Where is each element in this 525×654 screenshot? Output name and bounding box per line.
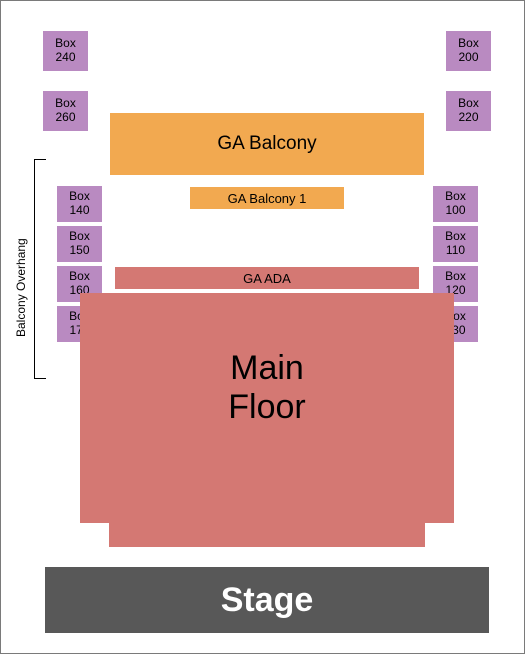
box-label: Box — [445, 270, 466, 284]
stage: Stage — [45, 567, 489, 633]
box-220[interactable]: Box 220 — [446, 91, 491, 131]
ga-ada[interactable]: GA ADA — [115, 267, 419, 289]
box-number: 200 — [458, 51, 478, 65]
box-150[interactable]: Box 150 — [57, 226, 102, 262]
main-floor-label-line1: Main — [80, 349, 454, 388]
box-label: Box — [69, 270, 90, 284]
box-number: 110 — [446, 244, 465, 258]
box-110[interactable]: Box 110 — [433, 226, 478, 262]
box-label: Box — [55, 37, 76, 51]
box-140[interactable]: Box 140 — [57, 186, 102, 222]
section-label: GA ADA — [243, 271, 291, 286]
box-label: Box — [69, 230, 90, 244]
box-number: 240 — [55, 51, 75, 65]
main-floor-extension[interactable] — [109, 523, 425, 547]
box-number: 220 — [458, 111, 478, 125]
section-label: Main Floor — [80, 349, 454, 427]
box-number: 260 — [55, 111, 75, 125]
ga-balcony-1[interactable]: GA Balcony 1 — [190, 187, 344, 209]
box-label: Box — [55, 97, 76, 111]
balcony-overhang-bracket — [34, 159, 46, 379]
box-label: Box — [445, 190, 466, 204]
balcony-overhang-label: Balcony Overhang — [14, 201, 28, 337]
ga-balcony[interactable]: GA Balcony — [110, 113, 424, 175]
box-label: Box — [458, 97, 479, 111]
box-number: 150 — [69, 244, 89, 258]
box-number: 140 — [69, 204, 89, 218]
box-260[interactable]: Box 260 — [43, 91, 88, 131]
box-label: Box — [69, 190, 90, 204]
main-floor[interactable]: Main Floor — [80, 293, 454, 523]
seating-chart: Box 240 Box 260 Box 200 Box 220 GA Balco… — [0, 0, 525, 654]
box-240[interactable]: Box 240 — [43, 31, 88, 71]
section-label: GA Balcony 1 — [228, 191, 307, 206]
box-100[interactable]: Box 100 — [433, 186, 478, 222]
section-label: GA Balcony — [217, 133, 316, 155]
box-label: Box — [458, 37, 479, 51]
main-floor-label-line2: Floor — [80, 388, 454, 427]
box-label: Box — [445, 230, 466, 244]
stage-label: Stage — [221, 581, 314, 620]
box-number: 100 — [445, 204, 465, 218]
box-200[interactable]: Box 200 — [446, 31, 491, 71]
